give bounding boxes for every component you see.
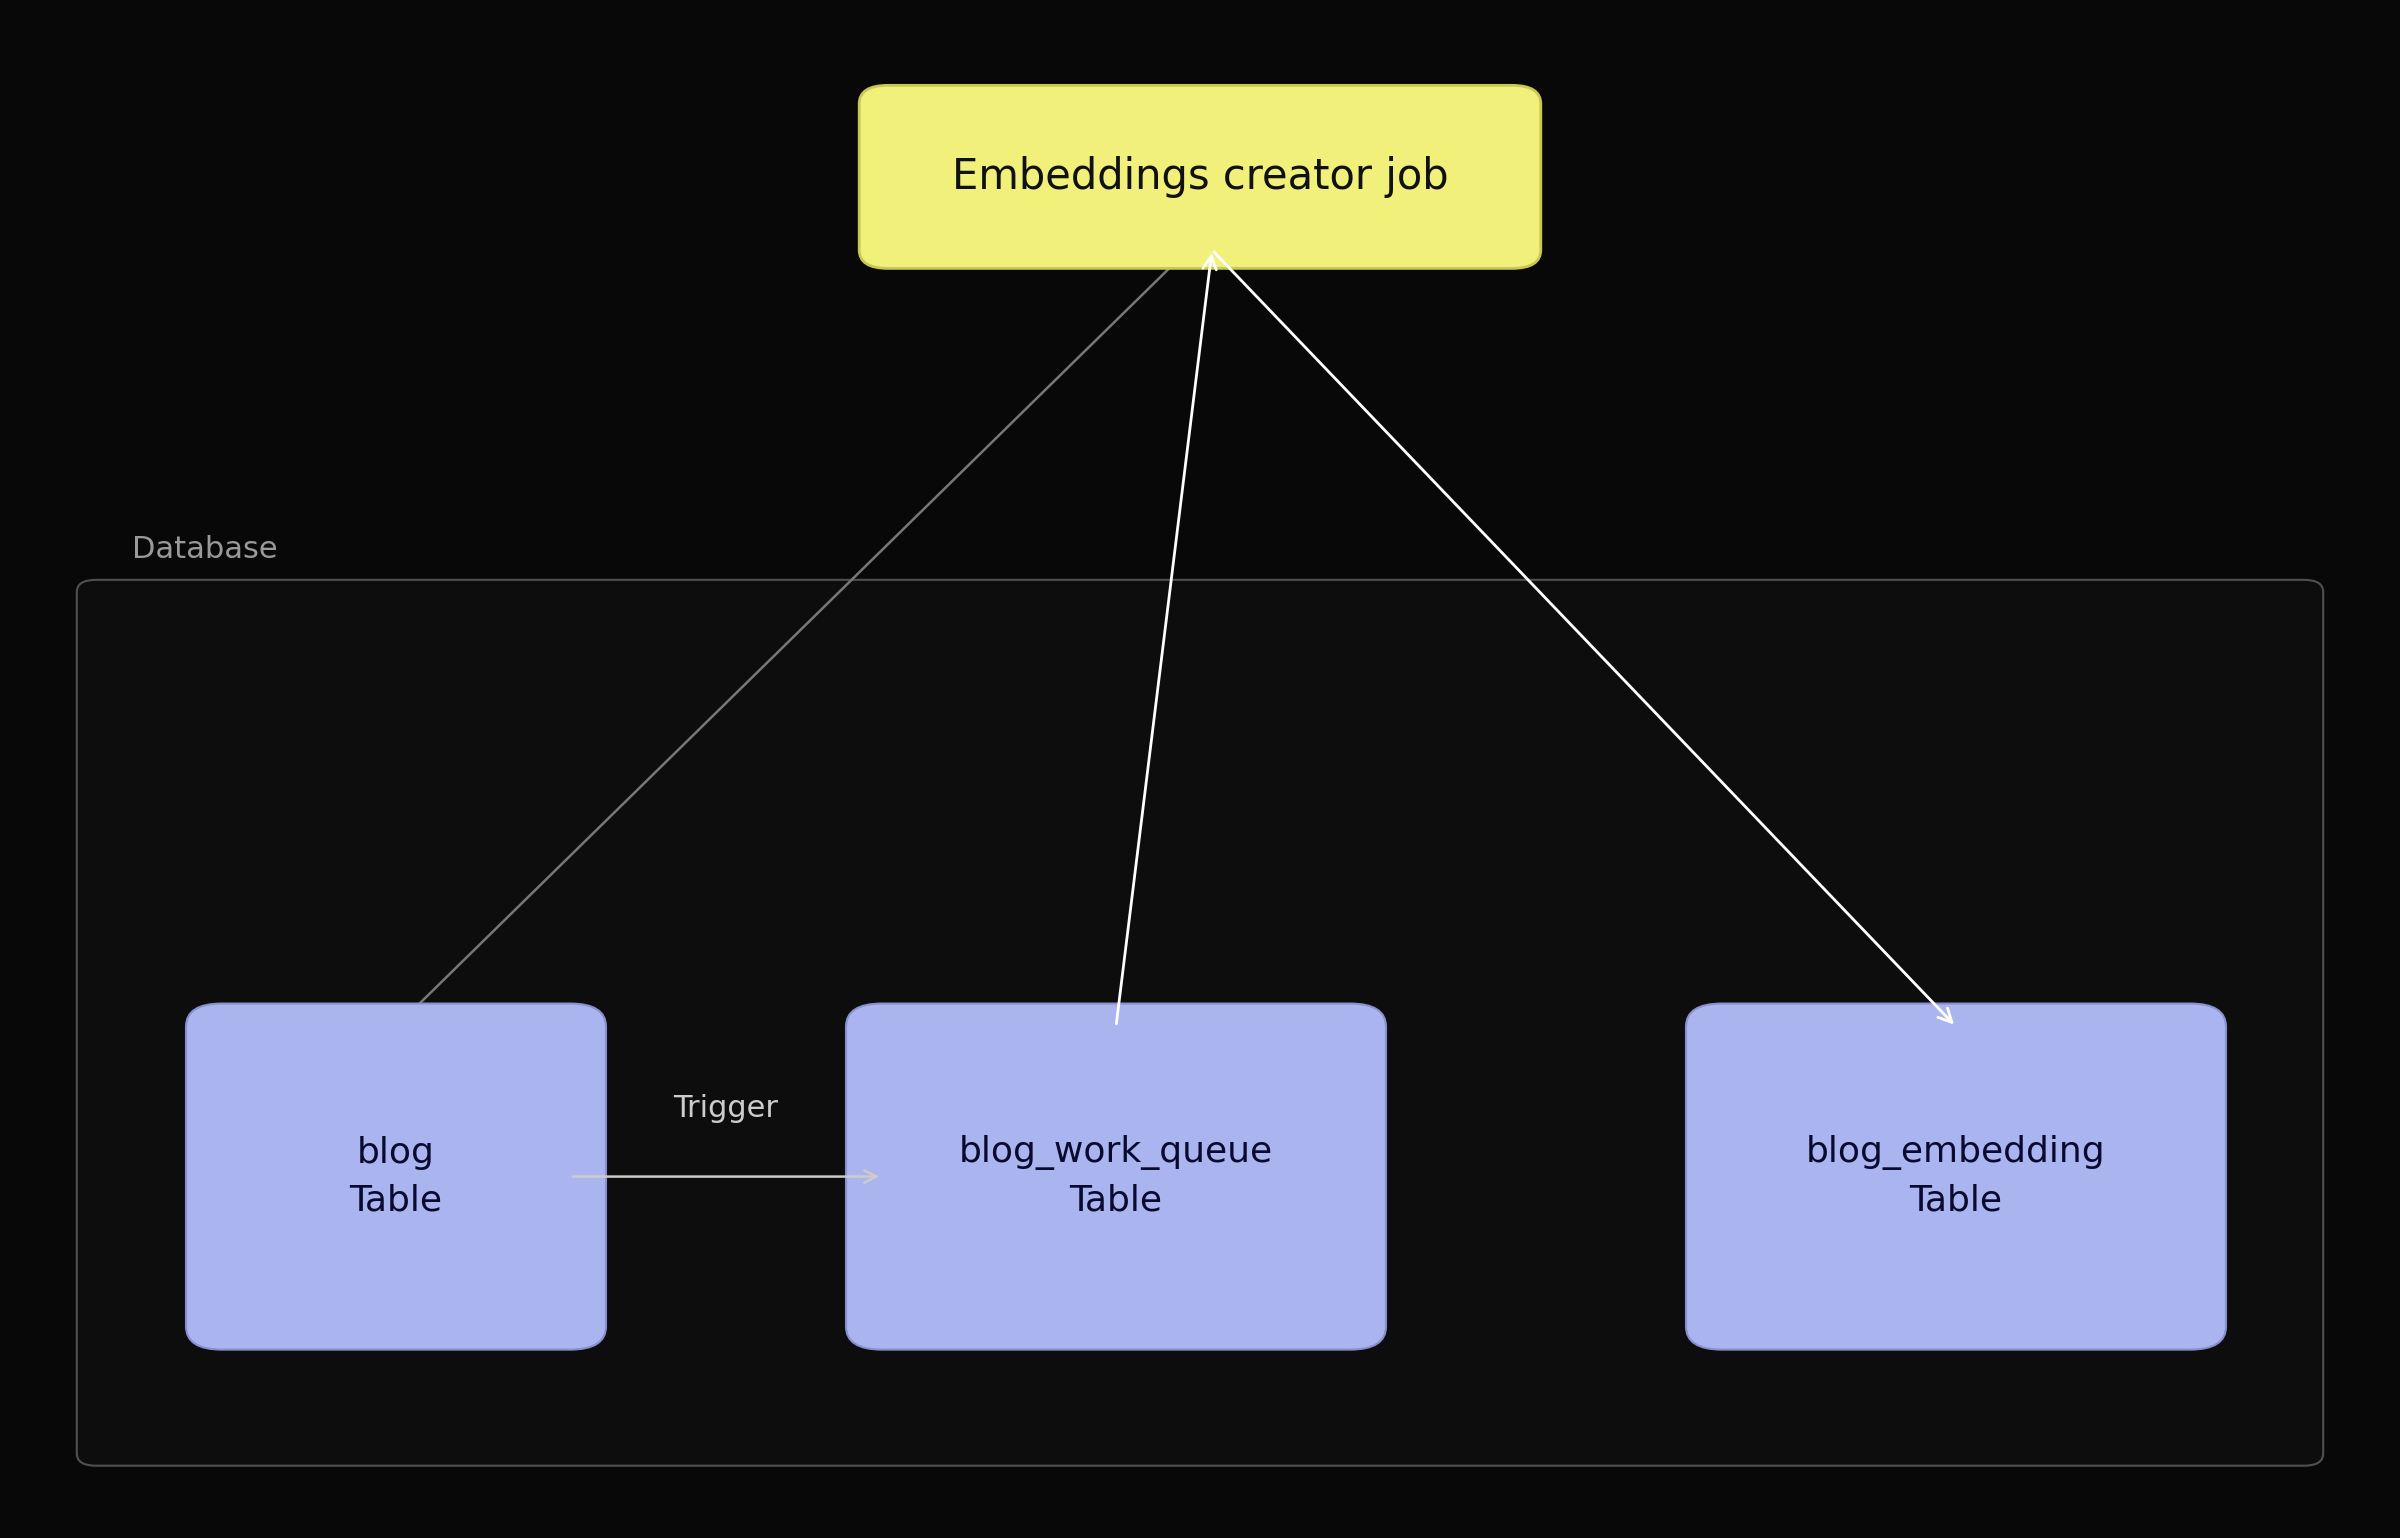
Text: blog_work_queue
Table: blog_work_queue Table bbox=[960, 1135, 1272, 1218]
Text: blog_embedding
Table: blog_embedding Table bbox=[1807, 1135, 2105, 1218]
Text: Database: Database bbox=[132, 535, 278, 564]
FancyBboxPatch shape bbox=[847, 1004, 1387, 1350]
FancyBboxPatch shape bbox=[187, 1004, 605, 1350]
Text: Trigger: Trigger bbox=[674, 1094, 778, 1123]
Text: blog
Table: blog Table bbox=[350, 1137, 442, 1217]
FancyBboxPatch shape bbox=[1685, 1004, 2225, 1350]
FancyBboxPatch shape bbox=[77, 580, 2323, 1466]
FancyBboxPatch shape bbox=[859, 85, 1541, 268]
Text: Embeddings creator job: Embeddings creator job bbox=[953, 155, 1447, 198]
